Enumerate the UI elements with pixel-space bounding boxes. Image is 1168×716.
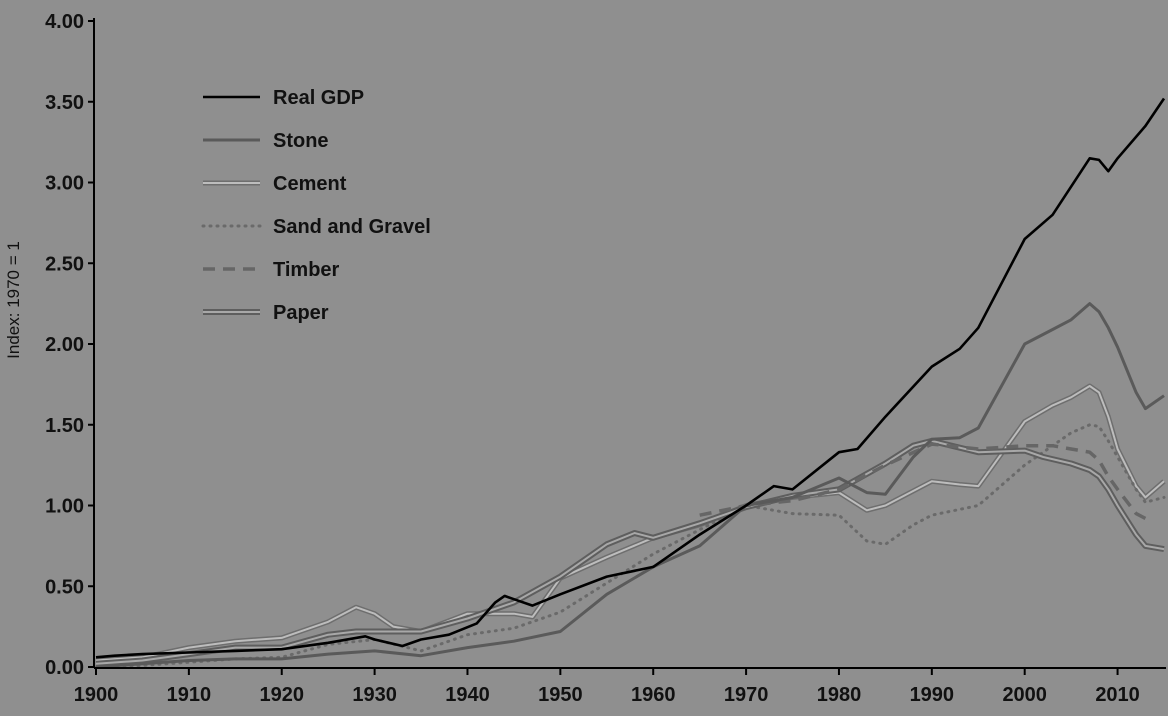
legend-label-stone: Stone bbox=[273, 130, 329, 152]
y-tick-label: 4.00 bbox=[45, 11, 84, 33]
y-tick-label: 2.50 bbox=[45, 253, 84, 275]
series-line-cement bbox=[95, 383, 1166, 663]
legend: Real GDP Stone Cement Sand and Gravel Timber… bbox=[201, 87, 431, 324]
x-tick-label: 1990 bbox=[910, 684, 955, 706]
x-tick-label: 1910 bbox=[167, 684, 212, 706]
legend-label-real-gdp: Real GDP bbox=[273, 87, 364, 109]
series-line-stone bbox=[95, 302, 1165, 669]
x-tick-label: 1980 bbox=[817, 684, 862, 706]
x-tick-label: 2000 bbox=[1002, 684, 1047, 706]
series-layer bbox=[94, 97, 1166, 669]
x-tick-label: 1950 bbox=[538, 684, 583, 706]
y-tick-label: 2.00 bbox=[45, 334, 84, 356]
series-line-sand-and-gravel bbox=[94, 423, 1166, 669]
legend-label-timber: Timber bbox=[273, 259, 340, 281]
series-line-timber bbox=[699, 442, 1147, 520]
y-tick-label: 0.00 bbox=[45, 657, 84, 679]
y-tick-label: 1.00 bbox=[45, 496, 84, 518]
y-tick-label: 1.50 bbox=[45, 415, 84, 437]
y-tick-label: 0.50 bbox=[45, 576, 84, 598]
series-line-paper-inner bbox=[95, 439, 1165, 665]
x-tick-label: 1930 bbox=[352, 684, 397, 706]
x-tick-label: 1970 bbox=[724, 684, 769, 706]
series-line-real-gdp bbox=[95, 97, 1166, 659]
y-ticks: 0.00 0.50 1.00 1.50 2.00 2.50 3.00 3.50 4.00 bbox=[45, 11, 94, 679]
y-tick-label: 3.50 bbox=[45, 92, 84, 114]
series-line-cement-inner bbox=[95, 385, 1165, 662]
x-tick-label: 2010 bbox=[1095, 684, 1140, 706]
y-axis-label: Index: 1970 = 1 bbox=[4, 241, 23, 359]
series-line-paper bbox=[95, 437, 1165, 667]
x-tick-label: 1960 bbox=[631, 684, 676, 706]
legend-label-paper: Paper bbox=[273, 302, 329, 324]
legend-label-sand-and-gravel: Sand and Gravel bbox=[273, 216, 431, 238]
y-tick-label: 3.00 bbox=[45, 173, 84, 195]
x-tick-label: 1900 bbox=[74, 684, 119, 706]
x-tick-label: 1920 bbox=[259, 684, 304, 706]
x-ticks: 1900 1910 1920 1930 1940 1950 1960 1970 1980 1990… bbox=[74, 668, 1140, 706]
x-tick-label: 1940 bbox=[445, 684, 490, 706]
legend-label-cement: Cement bbox=[273, 173, 347, 195]
